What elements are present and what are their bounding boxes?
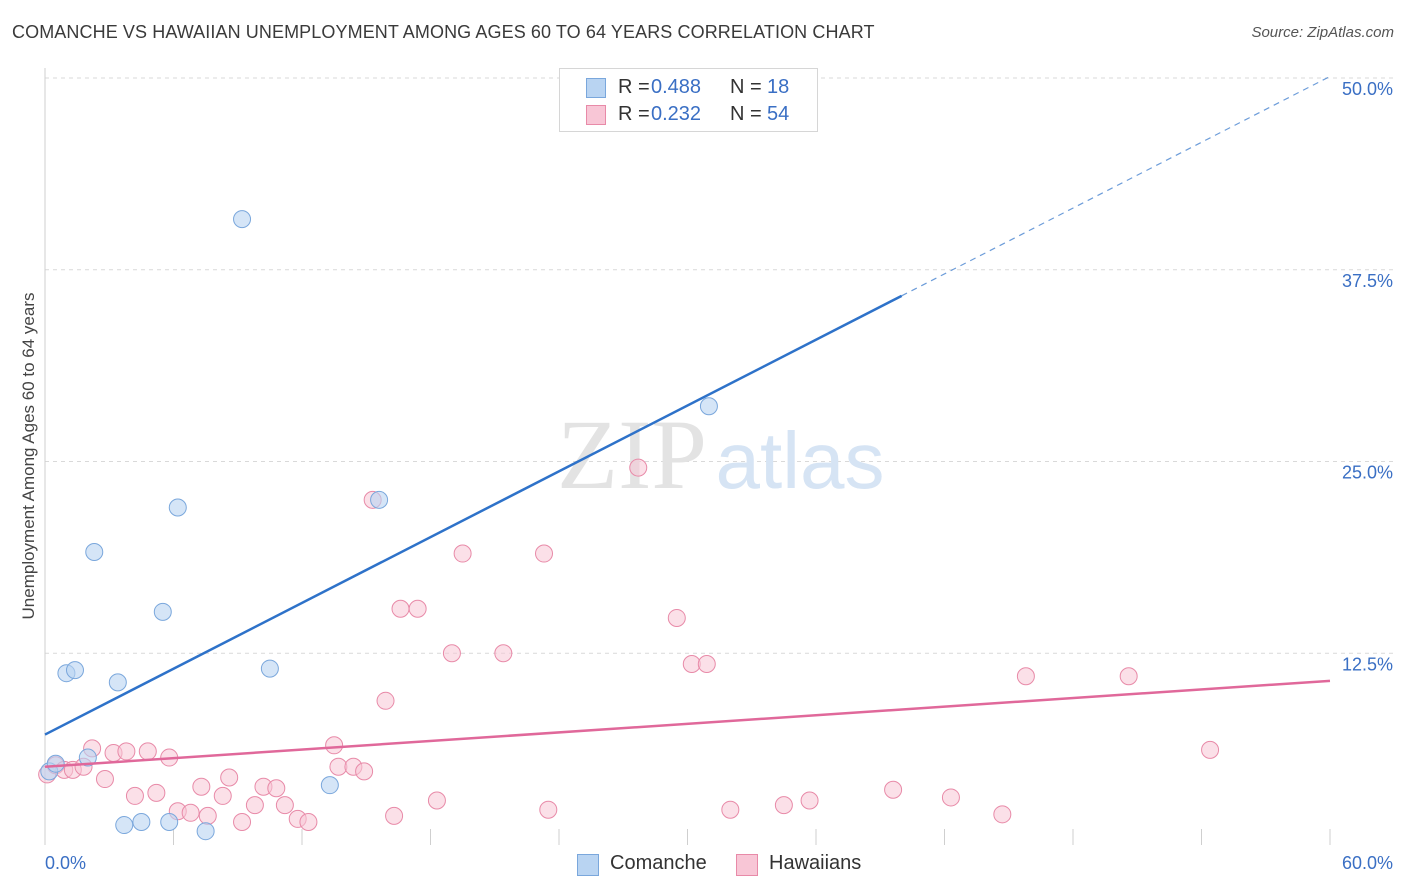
hawaiian-point	[198, 806, 217, 825]
hawaiian-point	[1016, 667, 1035, 686]
comanche-point	[85, 543, 104, 562]
y-tick-label: 37.5%	[1342, 271, 1393, 291]
hawaiian-point	[800, 791, 819, 810]
chart-title: COMANCHE VS HAWAIIAN UNEMPLOYMENT AMONG …	[12, 22, 875, 42]
comanche-trend-line	[44, 294, 903, 736]
hawaiian-point	[117, 742, 136, 761]
hawaiian-point	[453, 544, 472, 563]
hawaiian-point	[147, 783, 166, 802]
comanche-point	[65, 661, 84, 680]
watermark-atlas: atlas	[716, 416, 885, 505]
n-label: N =	[730, 103, 762, 125]
comanche-legend-swatch	[577, 854, 599, 876]
comanche-swatch	[586, 78, 606, 98]
hawaiian-point	[442, 644, 461, 663]
hawaiian-point	[125, 786, 144, 805]
correlation-legend: R = 0.488 N = 18 R = 0.232 N = 54	[559, 68, 818, 132]
hawaiian-points	[38, 458, 1220, 831]
r-label: R =	[618, 76, 650, 98]
r-label: R =	[618, 103, 650, 125]
hawaiian-point	[1119, 667, 1138, 686]
hawaiian-point	[884, 780, 903, 799]
x-tick-label: 60.0%	[1342, 853, 1393, 873]
hawaiian-point	[941, 788, 960, 807]
comanche-points	[40, 210, 718, 841]
r-value: 0.232	[651, 103, 702, 125]
hawaiian-point	[325, 736, 344, 755]
comanche-point	[168, 498, 187, 517]
hawaiian-point	[233, 812, 252, 831]
hawaiians-swatch	[586, 105, 606, 125]
y-tick-label: 25.0%	[1342, 463, 1393, 483]
trend-lines	[44, 75, 1331, 769]
hawaiian-point	[391, 599, 410, 618]
comanche-point	[78, 748, 97, 767]
comanche-point	[699, 397, 718, 416]
tick-labels: 12.5% 25.0% 37.5% 50.0% 0.0% 60.0%	[45, 79, 1393, 873]
comanche-trend-extension	[901, 75, 1331, 297]
hawaiian-point	[355, 762, 374, 781]
y-tick-label: 50.0%	[1342, 79, 1393, 99]
comanche-point	[320, 776, 339, 795]
n-label: N =	[730, 76, 762, 98]
n-value: 54	[767, 103, 790, 125]
hawaiian-point	[774, 796, 793, 815]
axes	[44, 68, 1331, 845]
hawaiians-legend-label: Hawaiians	[769, 852, 862, 874]
comanche-point	[160, 812, 179, 831]
watermark-zip: ZIP	[557, 399, 707, 510]
hawaiian-point	[667, 608, 686, 627]
n-value: 18	[767, 76, 790, 98]
hawaiian-point	[1201, 740, 1220, 759]
comanche-point	[132, 812, 151, 831]
hawaiian-point	[329, 757, 348, 776]
hawaiian-point	[192, 777, 211, 796]
hawaiian-point	[275, 796, 294, 815]
comanche-point	[153, 602, 172, 621]
hawaiian-point	[682, 654, 701, 673]
r-value: 0.488	[651, 76, 702, 98]
hawaiian-point	[721, 800, 740, 819]
hawaiian-point	[299, 812, 318, 831]
hawaiian-point	[376, 691, 395, 710]
comanche-point	[46, 754, 65, 773]
hawaiian-point	[408, 599, 427, 618]
comanche-point	[260, 659, 279, 678]
hawaiian-point	[427, 791, 446, 810]
hawaiian-point	[213, 786, 232, 805]
hawaiian-point	[95, 770, 114, 789]
comanche-point	[115, 816, 134, 835]
hawaiian-point	[629, 458, 648, 477]
comanche-point	[108, 673, 127, 692]
hawaiian-point	[385, 806, 404, 825]
x-tick-label: 0.0%	[45, 853, 86, 873]
hawaiian-trend-line	[44, 679, 1331, 769]
hawaiian-point	[993, 805, 1012, 824]
hawaiian-point	[181, 803, 200, 822]
y-tick-label: 12.5%	[1342, 654, 1393, 674]
comanche-point	[370, 490, 389, 509]
source-label: Source: ZipAtlas.com	[1251, 24, 1394, 41]
grid-lines	[45, 77, 1393, 654]
hawaiian-point	[697, 654, 716, 673]
hawaiian-point	[245, 796, 264, 815]
hawaiian-point	[138, 742, 157, 761]
comanche-point	[233, 210, 252, 229]
hawaiian-point	[494, 644, 513, 663]
hawaiian-point	[267, 779, 286, 798]
hawaiians-legend-swatch	[736, 854, 758, 876]
hawaiian-point	[539, 800, 558, 819]
comanche-legend-label: Comanche	[610, 852, 707, 874]
hawaiian-point	[220, 768, 239, 787]
hawaiian-point	[535, 544, 554, 563]
comanche-point	[196, 822, 215, 841]
